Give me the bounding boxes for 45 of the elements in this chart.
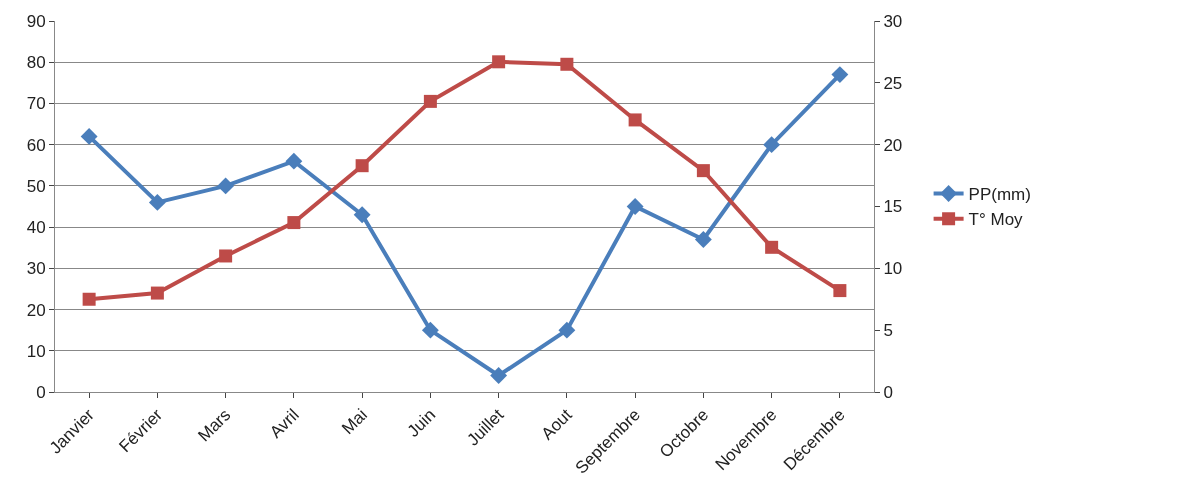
y-tick-label: 80 [26, 53, 46, 73]
y2-tick-label: 30 [883, 11, 903, 31]
y2-tick-label: 10 [883, 259, 903, 279]
point [765, 240, 779, 254]
point [355, 159, 369, 173]
y2-tick-label: 25 [883, 73, 903, 93]
point [833, 284, 847, 298]
point [219, 249, 233, 263]
y-tick-label: 90 [26, 11, 46, 31]
point [287, 216, 301, 230]
point [82, 292, 96, 306]
point [148, 193, 166, 211]
y-tick-label: 30 [26, 259, 46, 279]
point [423, 94, 437, 108]
point [150, 286, 164, 300]
legend-label: PP(mm) [968, 185, 1031, 205]
point [285, 152, 303, 170]
point [694, 231, 712, 248]
point [626, 198, 644, 215]
point [217, 177, 235, 195]
y-tick-label: 40 [26, 218, 46, 238]
y2-tick-label: 20 [883, 135, 903, 155]
point [421, 321, 439, 339]
legend-label: T° Moy [968, 210, 1024, 230]
y2-tick-label: 0 [883, 382, 893, 402]
point [763, 136, 781, 154]
y2-tick-label: 5 [883, 321, 893, 341]
y-tick-label: 10 [26, 341, 46, 361]
x-tick-label: Juin [403, 405, 440, 441]
y-tick-label: 60 [26, 135, 46, 155]
point [492, 55, 506, 69]
point [558, 321, 576, 339]
x-tick-label: Mai [338, 405, 371, 439]
point [628, 113, 642, 127]
point [490, 367, 508, 384]
y-tick-label: 0 [36, 382, 46, 402]
point [80, 127, 98, 145]
point [696, 164, 710, 178]
y-tick-label: 70 [26, 94, 46, 114]
y2-tick-label: 15 [883, 197, 903, 217]
y-tick-label: 50 [26, 176, 46, 196]
point [353, 206, 371, 224]
y-tick-label: 20 [26, 300, 46, 320]
point [831, 66, 849, 84]
point [560, 57, 574, 71]
